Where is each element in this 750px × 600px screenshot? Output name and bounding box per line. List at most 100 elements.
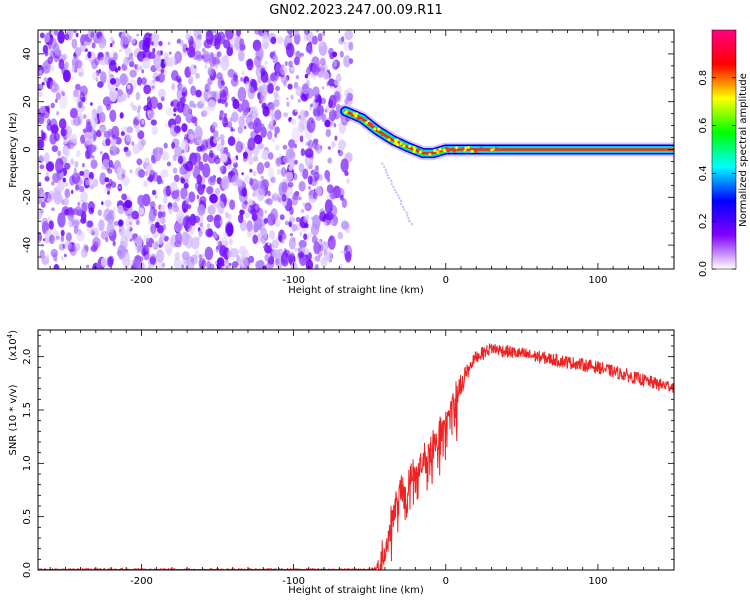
noise-blob xyxy=(231,261,239,268)
noise-blob xyxy=(396,194,400,197)
ridge-speckle xyxy=(452,150,456,153)
noise-blob xyxy=(102,96,112,107)
noise-blob xyxy=(209,193,218,204)
noise-blob xyxy=(248,255,255,263)
noise-blob xyxy=(227,247,236,261)
noise-blob xyxy=(184,234,193,249)
noise-blob xyxy=(132,105,138,111)
ridge-speckle xyxy=(387,138,391,142)
noise-blob xyxy=(287,83,293,90)
noise-blob xyxy=(209,56,217,67)
noise-blob xyxy=(305,205,309,209)
noise-blob xyxy=(172,154,177,161)
noise-blob xyxy=(87,51,92,59)
noise-blob xyxy=(97,209,103,216)
noise-blob xyxy=(173,174,180,183)
noise-blob xyxy=(153,39,159,48)
noise-blob xyxy=(185,111,194,124)
noise-blob xyxy=(219,117,223,121)
noise-blob xyxy=(320,244,328,254)
noise-blob xyxy=(167,41,171,46)
ridge-speckle xyxy=(412,145,416,149)
noise-blob xyxy=(136,109,140,113)
noise-blob xyxy=(284,61,288,67)
noise-blob xyxy=(182,43,188,53)
noise-blob xyxy=(249,168,253,173)
noise-blob xyxy=(128,54,133,61)
noise-blob xyxy=(80,248,87,259)
x-tick-label: -100 xyxy=(282,275,305,286)
noise-blob xyxy=(174,146,183,158)
noise-blob xyxy=(160,233,166,240)
noise-blob xyxy=(46,123,52,131)
noise-blob xyxy=(181,88,187,97)
noise-blob xyxy=(131,141,135,146)
noise-blob xyxy=(221,176,230,190)
noise-blob xyxy=(261,83,268,96)
noise-blob xyxy=(42,44,49,54)
noise-blob xyxy=(99,56,108,66)
noise-blob xyxy=(214,235,218,239)
noise-blob xyxy=(219,153,228,163)
noise-blob xyxy=(231,96,236,103)
noise-blob xyxy=(174,251,180,260)
noise-blob xyxy=(121,169,126,174)
noise-blob xyxy=(44,237,49,244)
ridge-speckle xyxy=(377,127,380,131)
noise-blob xyxy=(239,209,243,215)
noise-blob xyxy=(237,49,245,62)
noise-blob xyxy=(181,123,188,133)
noise-blob xyxy=(311,63,320,76)
ridge-speckle xyxy=(464,146,468,150)
noise-blob xyxy=(62,177,66,183)
noise-blob xyxy=(172,201,178,208)
noise-blob xyxy=(205,228,214,238)
x-tick-label: 0 xyxy=(443,576,449,587)
noise-blob xyxy=(195,54,203,62)
noise-blob xyxy=(129,60,135,68)
noise-blob xyxy=(206,186,214,195)
noise-blob xyxy=(311,216,314,221)
noise-blob xyxy=(392,185,395,188)
noise-blob xyxy=(257,76,262,84)
noise-blob xyxy=(252,117,262,134)
noise-blob xyxy=(190,254,198,265)
ridge-speckle xyxy=(381,133,385,137)
noise-blob xyxy=(274,218,281,228)
noise-blob xyxy=(157,211,163,219)
noise-blob xyxy=(292,30,300,35)
noise-blob xyxy=(64,208,70,216)
noise-blob xyxy=(60,256,64,261)
noise-blob xyxy=(90,245,97,252)
noise-blob xyxy=(264,199,268,204)
noise-blob xyxy=(339,263,343,269)
noise-blob xyxy=(323,71,330,80)
noise-blob xyxy=(242,156,248,162)
noise-blob xyxy=(64,61,69,70)
noise-blob xyxy=(182,215,192,230)
noise-blob xyxy=(231,111,239,123)
noise-blob xyxy=(202,51,211,62)
noise-blob xyxy=(180,139,189,154)
noise-blob xyxy=(165,123,168,128)
noise-blob xyxy=(225,240,229,244)
noise-blob xyxy=(69,144,75,151)
noise-blob xyxy=(324,119,331,128)
noise-blob xyxy=(280,167,287,177)
noise-blob xyxy=(50,64,55,72)
noise-blob xyxy=(101,201,104,206)
noise-blob xyxy=(53,190,62,205)
noise-blob xyxy=(59,55,64,59)
noise-blob xyxy=(400,202,403,206)
noise-blob xyxy=(281,240,285,244)
colorbar-gradient xyxy=(711,29,737,270)
noise-blob xyxy=(227,164,232,170)
noise-blob xyxy=(73,218,81,226)
noise-blob xyxy=(109,145,118,156)
noise-blob xyxy=(319,208,325,218)
noise-blob xyxy=(94,57,100,66)
noise-blob xyxy=(40,192,46,201)
ridge-speckle xyxy=(345,110,348,114)
noise-blob xyxy=(48,220,54,230)
noise-blob xyxy=(188,108,193,115)
